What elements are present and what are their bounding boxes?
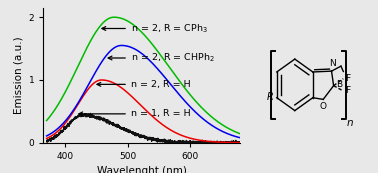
Text: B: B (336, 80, 342, 89)
Text: n = 2, R = CHPh$_2$: n = 2, R = CHPh$_2$ (108, 52, 215, 64)
Text: n = 2, R = CPh$_3$: n = 2, R = CPh$_3$ (102, 22, 208, 35)
Text: N: N (329, 59, 336, 68)
Y-axis label: Emission (a.u.): Emission (a.u.) (13, 37, 23, 114)
Text: n: n (347, 118, 353, 128)
Text: F: F (345, 74, 350, 83)
Text: n = 1, R = H: n = 1, R = H (79, 109, 191, 118)
X-axis label: Wavelenght (nm): Wavelenght (nm) (97, 166, 187, 173)
Text: F: F (345, 86, 350, 95)
Text: R: R (267, 92, 274, 102)
Text: O: O (319, 102, 326, 111)
Text: n = 2, R = H: n = 2, R = H (97, 80, 191, 89)
